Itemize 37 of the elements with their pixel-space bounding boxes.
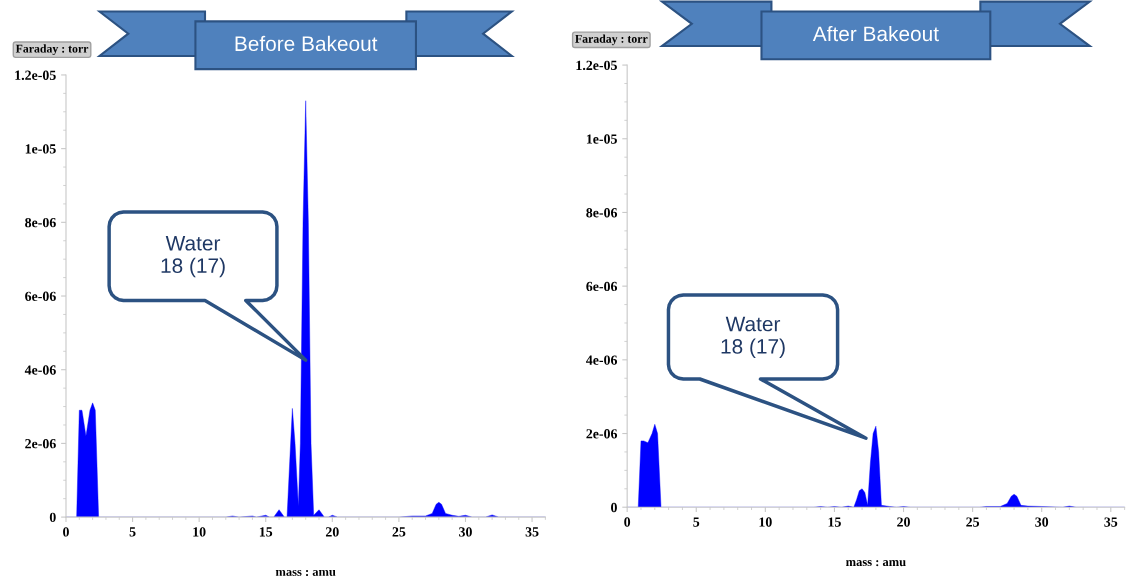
- x-tick-label: 35: [1104, 517, 1118, 527]
- chart-title: After Bakeout: [812, 25, 939, 42]
- y-tick-label: 4e-06: [586, 355, 618, 365]
- y-axis-title: Faraday : torr: [575, 34, 648, 46]
- x-tick-label: 15: [259, 527, 273, 537]
- x-tick-label: 5: [129, 527, 136, 537]
- y-tick-label: 1.2e-05: [15, 70, 56, 80]
- x-tick-label: 10: [193, 527, 206, 537]
- x-tick-label: 25: [392, 527, 406, 537]
- x-tick-label: 25: [966, 517, 980, 527]
- y-tick-label: 0: [611, 502, 617, 513]
- y-tick-label: 1.2e-05: [576, 60, 617, 71]
- x-axis-title: mass : amu: [846, 560, 906, 567]
- chart-title: Before Bakeout: [235, 35, 378, 52]
- y-tick-label: 8e-06: [25, 217, 56, 228]
- x-tick-label: 0: [63, 527, 69, 537]
- y-tick-label: 6e-06: [25, 291, 56, 301]
- x-tick-label: 20: [325, 527, 339, 537]
- x-tick-label: 5: [693, 517, 700, 527]
- annotation: Water 18 (17): [721, 316, 785, 358]
- x-tick-label: 30: [1035, 517, 1049, 527]
- x-tick-label: 20: [897, 517, 910, 527]
- y-tick-label: 2e-06: [586, 429, 618, 439]
- y-tick-label: 4e-06: [24, 365, 56, 375]
- x-tick-label: 10: [759, 517, 772, 527]
- x-tick-label: 35: [525, 527, 539, 537]
- y-axis-title: Faraday : torr: [15, 44, 89, 56]
- annotation: Water 18 (17): [161, 236, 225, 278]
- y-tick-label: 6e-06: [586, 281, 618, 292]
- y-tick-label: 2e-06: [25, 438, 56, 449]
- x-tick-label: 30: [459, 527, 472, 537]
- y-tick-label: 8e-06: [586, 208, 618, 218]
- x-tick-label: 15: [828, 517, 841, 527]
- y-tick-label: 1e-05: [586, 134, 617, 144]
- y-tick-label: 1e-05: [25, 144, 56, 154]
- x-tick-label: 0: [624, 517, 631, 527]
- x-axis-title: mass : amu: [275, 569, 336, 577]
